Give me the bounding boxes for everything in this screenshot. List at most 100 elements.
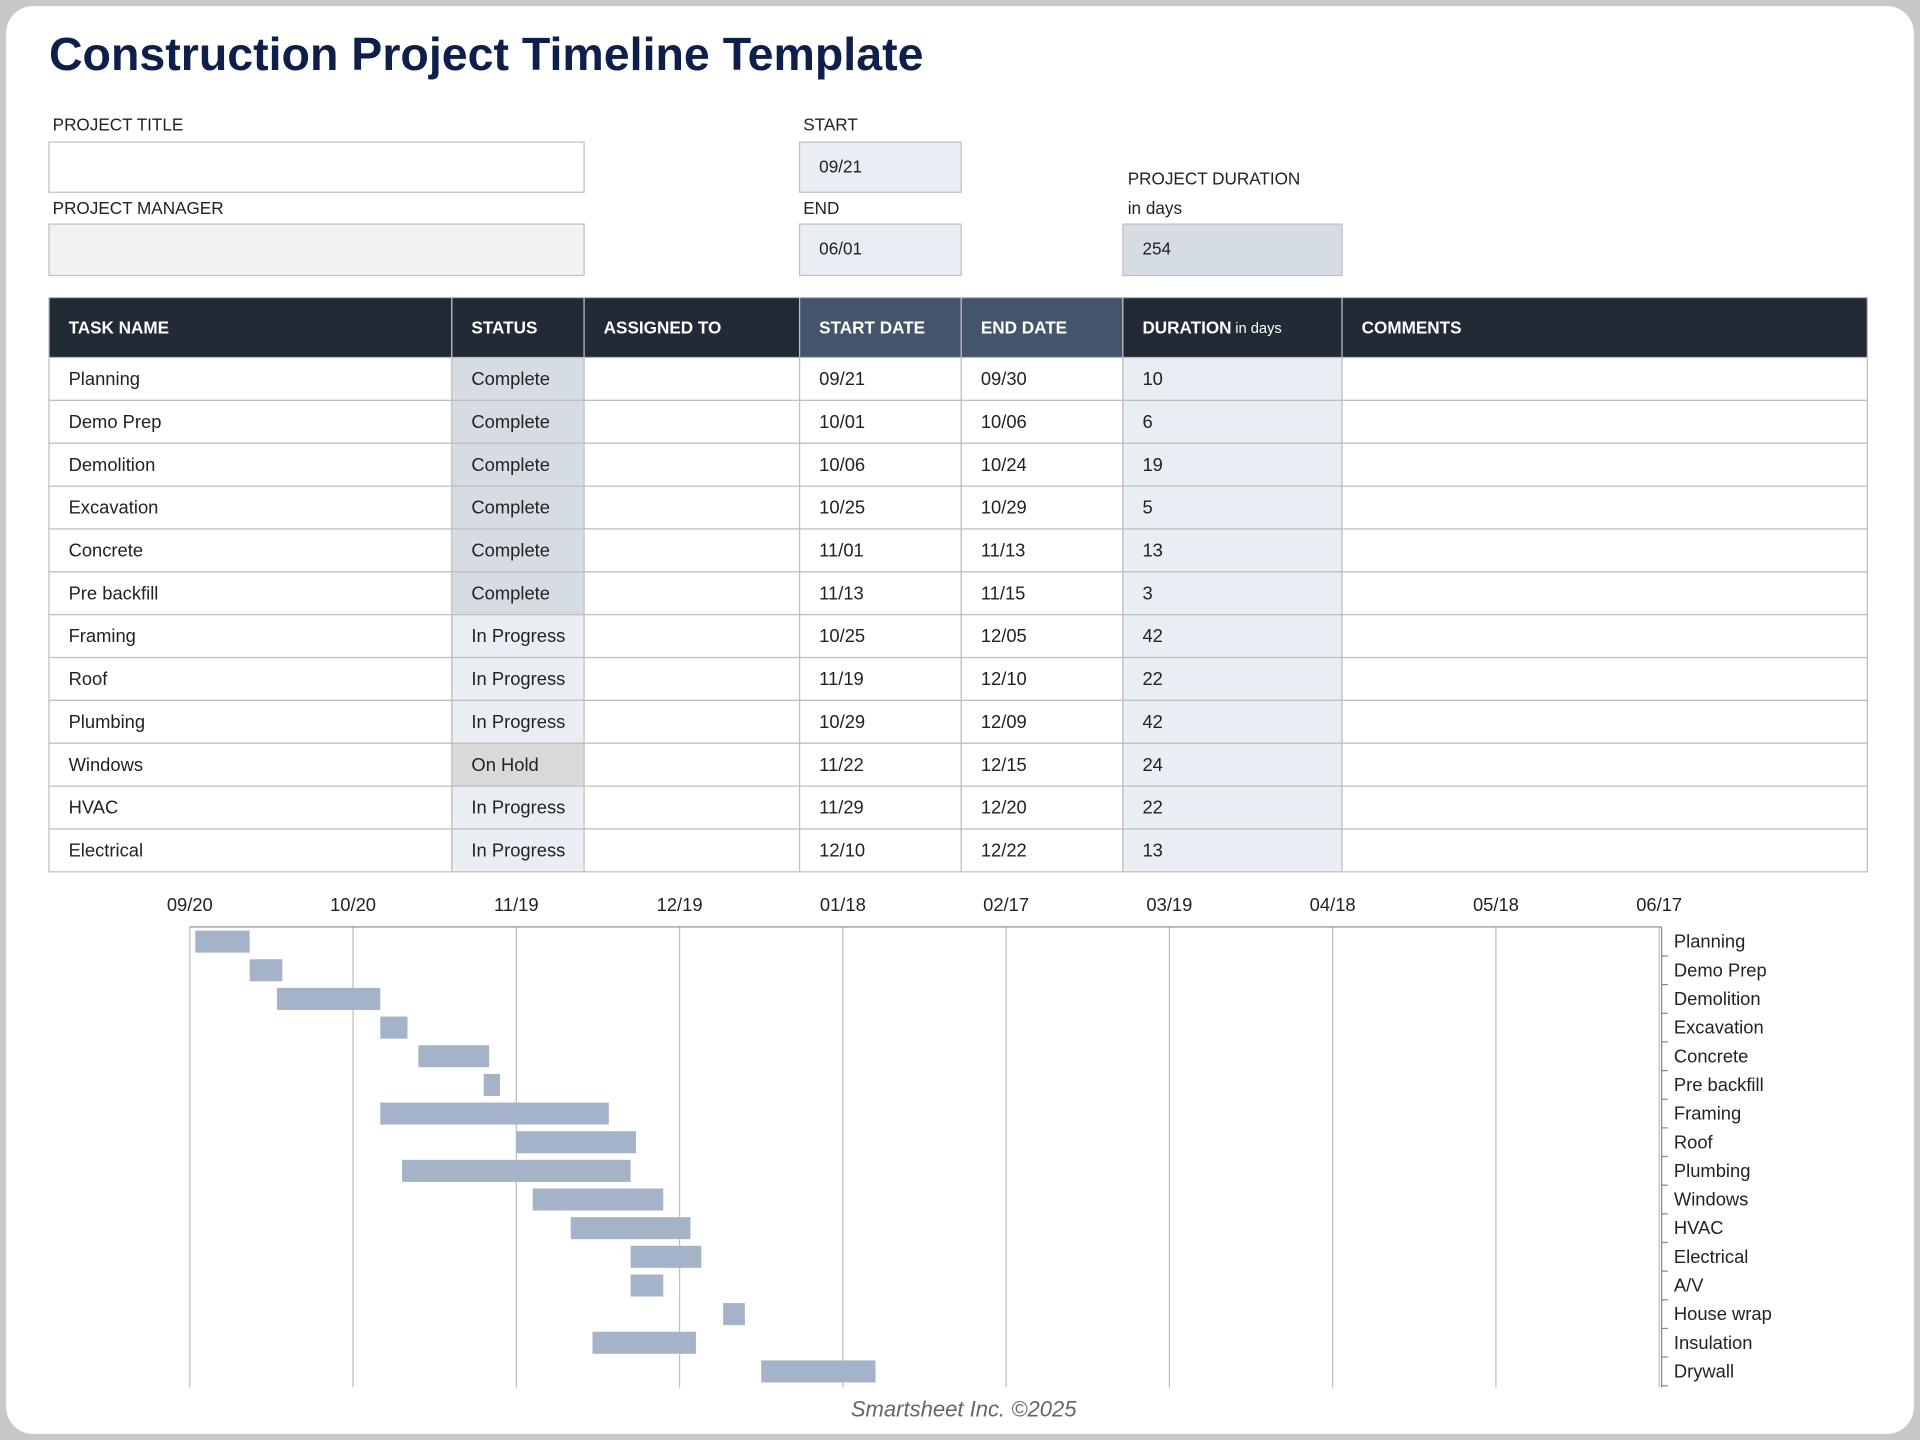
cell-text: 13 (1142, 839, 1162, 860)
duration-value: 254 (1142, 238, 1171, 258)
cell (1122, 656, 1343, 702)
cell[interactable] (1341, 614, 1868, 659)
header-cell (451, 296, 585, 359)
bar (532, 1188, 664, 1211)
cell-text: HVAC (69, 797, 119, 818)
cell (960, 399, 1124, 444)
cell[interactable] (583, 528, 801, 573)
header-cell (960, 296, 1124, 359)
cell[interactable] (583, 485, 801, 530)
cell-text: 11/13 (981, 539, 1026, 560)
category-label: Demo Prep (1674, 959, 1767, 980)
cell-text: Electrical (69, 839, 143, 860)
project-manager-field[interactable] (48, 223, 585, 277)
cell (48, 356, 453, 402)
cell[interactable] (1341, 699, 1868, 744)
cell-text: 12/15 (981, 754, 1027, 775)
start-field[interactable] (798, 141, 962, 193)
cell[interactable] (583, 571, 801, 616)
cell-text: 10/24 (981, 454, 1027, 475)
cell[interactable] (1341, 571, 1868, 616)
bar (592, 1331, 696, 1354)
cell (1122, 399, 1343, 444)
project-title-field[interactable] (48, 141, 585, 193)
cell[interactable] (1341, 785, 1868, 830)
cell-text: 3 (1142, 582, 1152, 603)
bar (402, 1159, 631, 1182)
cell-text: 12/20 (981, 797, 1027, 818)
cell[interactable] (583, 614, 801, 659)
bar (516, 1131, 637, 1154)
cell (48, 828, 453, 873)
cell[interactable] (1341, 656, 1868, 702)
header-cell (583, 296, 801, 359)
x-tick-label: 03/19 (1146, 894, 1192, 915)
cell (451, 614, 585, 659)
cell-text: 11/19 (819, 668, 864, 689)
cell (1122, 528, 1343, 573)
cell (960, 828, 1124, 873)
cell-text: 10 (1142, 368, 1162, 389)
cell-text: 42 (1142, 711, 1162, 732)
cell (1122, 485, 1343, 530)
cell[interactable] (1341, 442, 1868, 487)
cell-text: 24 (1142, 754, 1162, 775)
cell (1122, 356, 1343, 402)
cell-text: Planning (69, 368, 140, 389)
cell-text: 11/01 (819, 539, 864, 560)
bar (630, 1274, 664, 1297)
cell-text: Concrete (69, 539, 144, 560)
bar (761, 1360, 876, 1383)
cell (960, 699, 1124, 744)
cell[interactable] (583, 785, 801, 830)
cell-text: 10/06 (819, 454, 865, 475)
category-label: Windows (1674, 1189, 1748, 1210)
bar (483, 1073, 500, 1096)
label: PROJECT TITLE (53, 115, 184, 135)
cell-text: In Progress (471, 839, 565, 860)
cell (798, 399, 962, 444)
column-header: START DATE (819, 317, 925, 337)
end-field[interactable] (798, 223, 962, 277)
cell[interactable] (1341, 828, 1868, 873)
category-label: Excavation (1674, 1017, 1764, 1038)
cell[interactable] (1341, 356, 1868, 402)
cell[interactable] (583, 356, 801, 402)
cell[interactable] (1341, 742, 1868, 787)
cell-text: 12/09 (981, 711, 1027, 732)
cell (798, 742, 962, 787)
cell[interactable] (1341, 485, 1868, 530)
cell-text: 12/05 (981, 625, 1027, 646)
cell-text: 11/15 (981, 582, 1026, 603)
cell (1122, 614, 1343, 659)
cell[interactable] (1341, 399, 1868, 444)
column-header: STATUS (471, 317, 537, 337)
cell-text: On Hold (471, 754, 538, 775)
label: PROJECT DURATION (1128, 169, 1301, 189)
cell[interactable] (583, 656, 801, 702)
cell[interactable] (583, 742, 801, 787)
x-tick-label: 11/19 (494, 894, 539, 915)
cell[interactable] (583, 699, 801, 744)
cell-text: 10/29 (819, 711, 865, 732)
cell (451, 356, 585, 402)
cell[interactable] (583, 828, 801, 873)
category-label: Insulation (1674, 1332, 1753, 1353)
cell-text: Plumbing (69, 711, 146, 732)
column-header: ASSIGNED TO (604, 317, 722, 337)
category-label: Pre backfill (1674, 1074, 1764, 1095)
task-table: TASK NAME STATUS ASSIGNED TO START DATE END … (48, 296, 1868, 873)
cell[interactable] (1341, 528, 1868, 573)
cell (960, 571, 1124, 616)
duration-field (1122, 223, 1343, 277)
cell (798, 828, 962, 873)
bar (380, 1016, 408, 1039)
cell-text: 11/13 (819, 582, 864, 603)
cell (1122, 828, 1343, 873)
cell[interactable] (583, 399, 801, 444)
cell[interactable] (583, 442, 801, 487)
cell-text: 19 (1142, 454, 1162, 475)
category-label: Plumbing (1674, 1160, 1751, 1181)
